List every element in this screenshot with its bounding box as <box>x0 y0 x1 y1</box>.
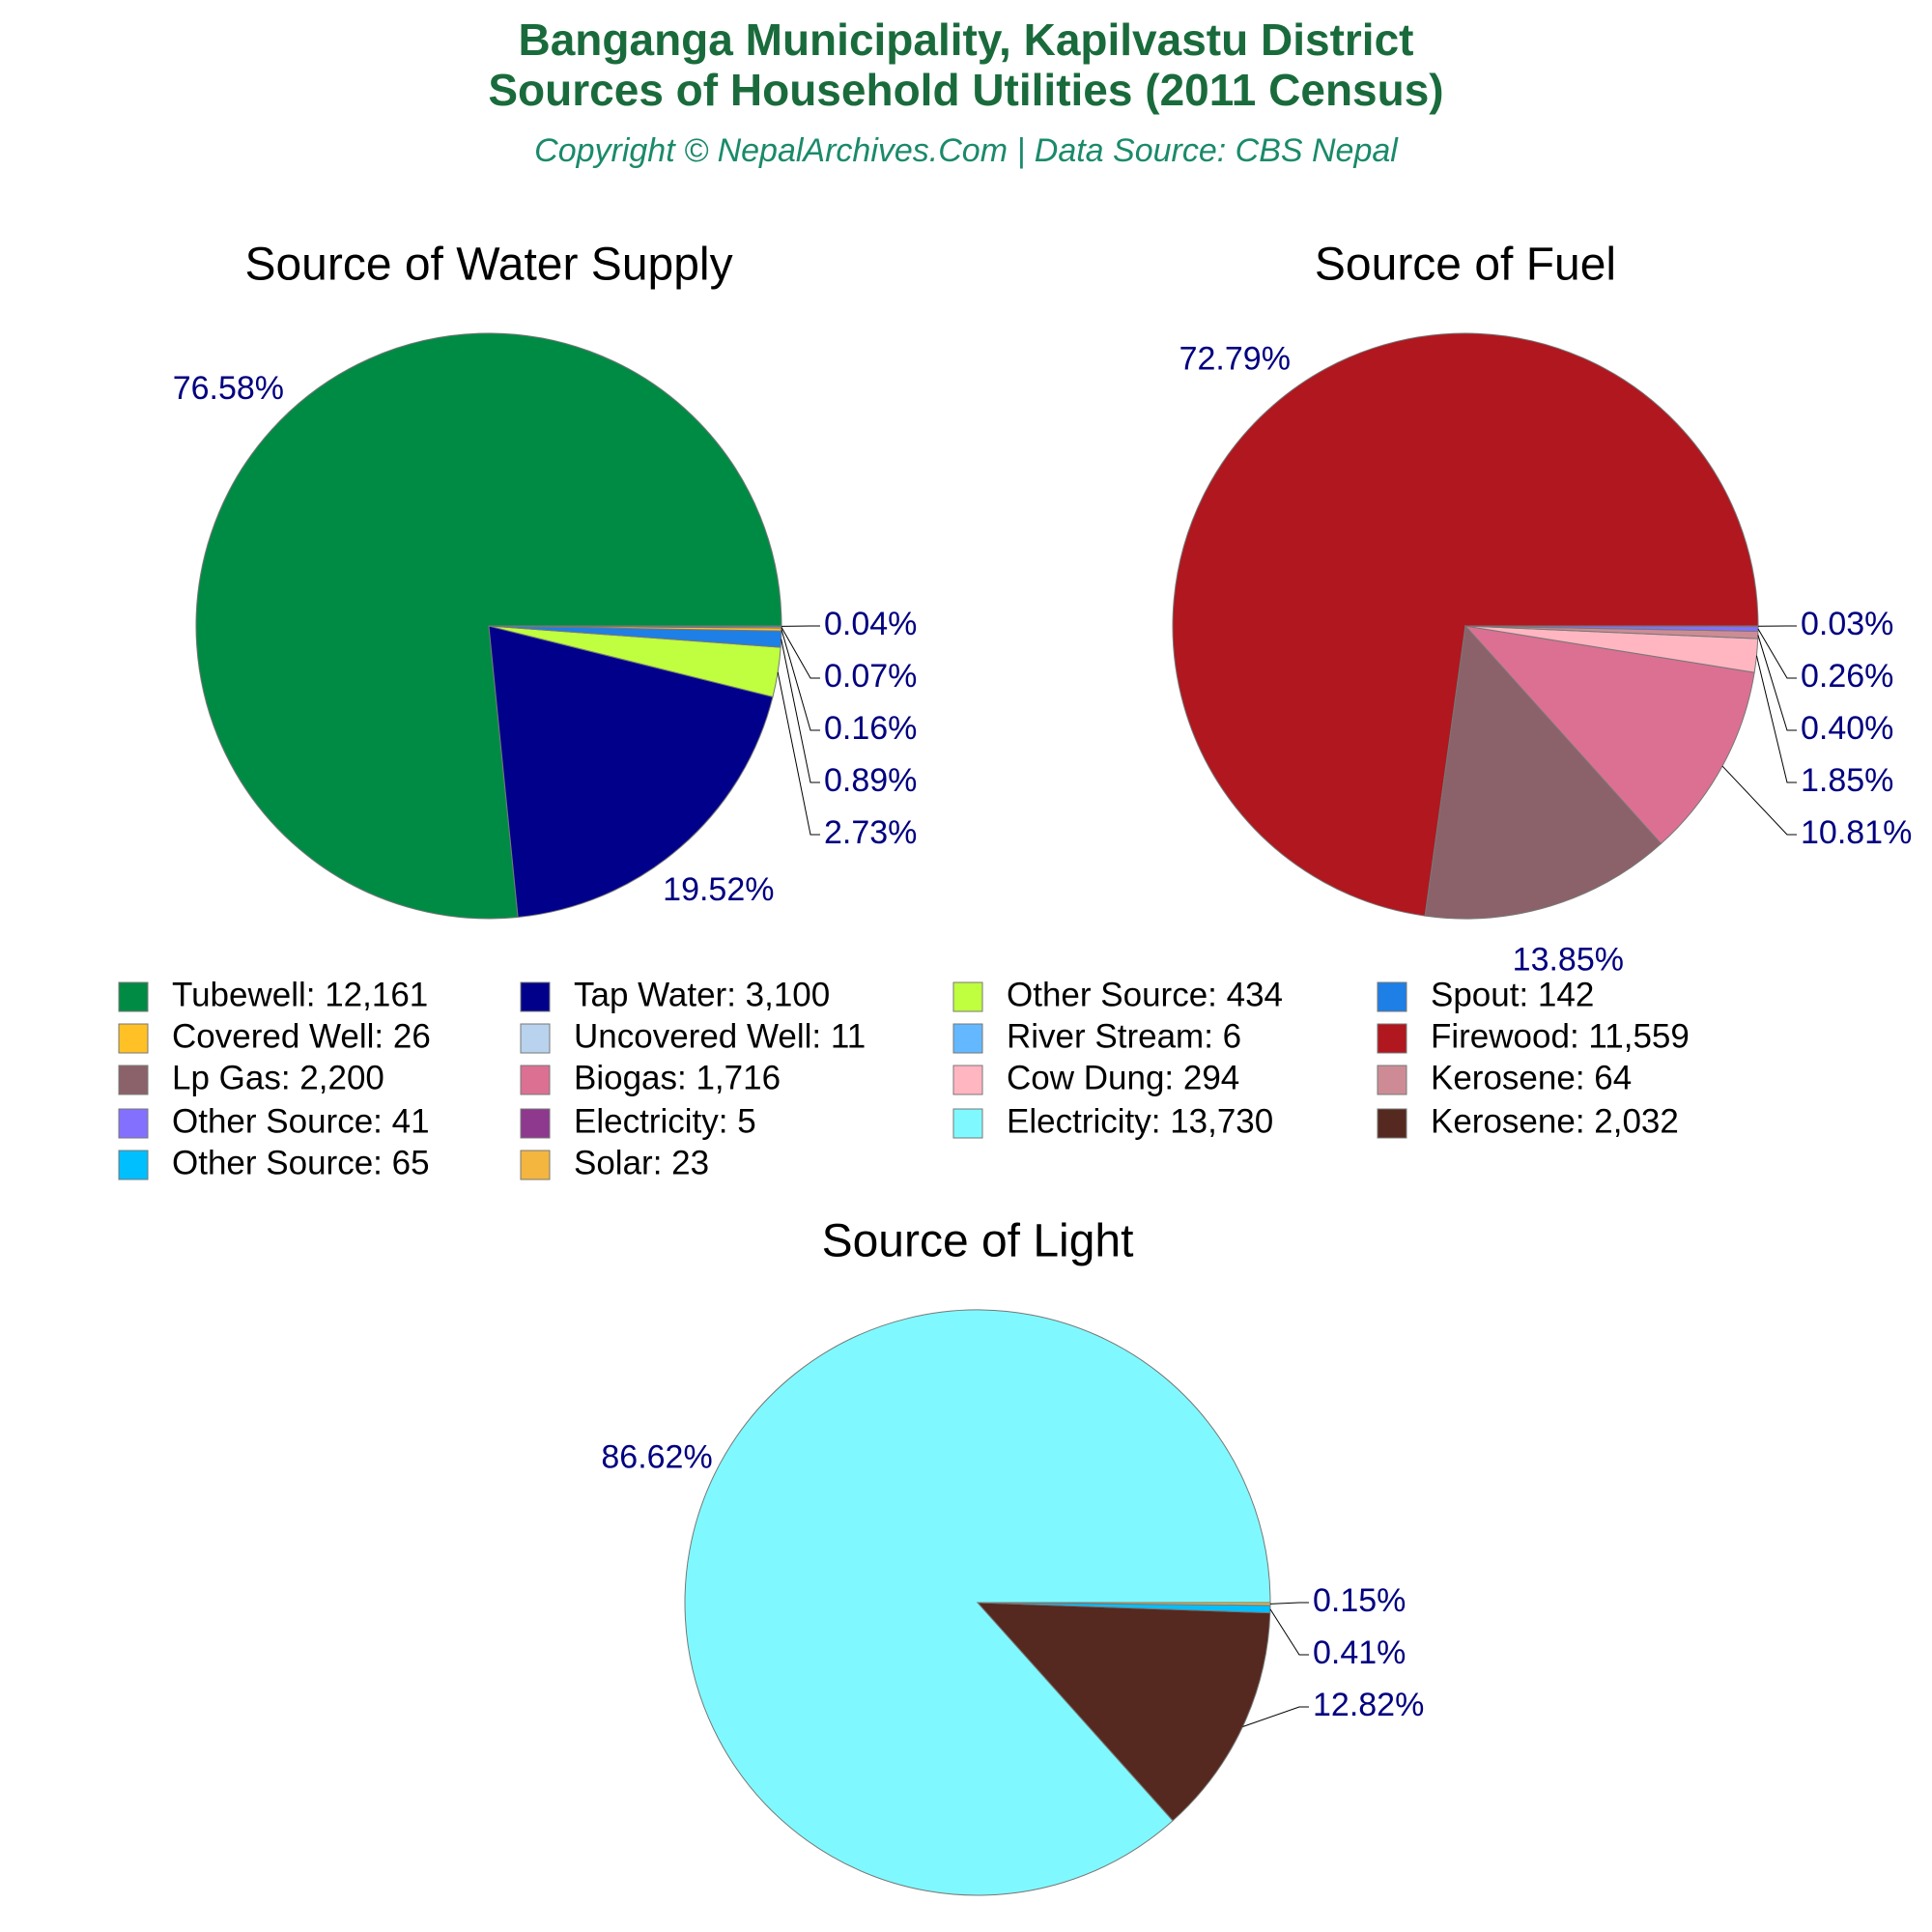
legend-label: Firewood: 11,559 <box>1431 1017 1690 1055</box>
legend-label: Solar: 23 <box>574 1144 709 1181</box>
legend-swatch <box>952 981 983 1012</box>
slice-label: 0.26% <box>1801 658 1893 695</box>
slice-label: 0.15% <box>1313 1582 1406 1619</box>
slice-label: 12.82% <box>1313 1687 1424 1723</box>
pie-slice <box>488 625 774 919</box>
legend-label: Other Source: 65 <box>172 1144 430 1181</box>
slice-label: 76.58% <box>173 370 284 407</box>
legend-swatch <box>118 1108 149 1139</box>
chart-title: Banganga Municipality, Kapilvastu Distri… <box>519 14 1414 65</box>
legend-swatch <box>118 1023 149 1054</box>
slice-label: 72.79% <box>1179 341 1291 378</box>
slice-label: 0.03% <box>1801 606 1893 642</box>
pie-title: Source of Water Supply <box>244 240 732 291</box>
pie-slice <box>1424 624 1662 920</box>
legend-label: Biogas: 1,716 <box>574 1059 781 1096</box>
legend-label: Uncovered Well: 11 <box>574 1017 866 1055</box>
legend-label: Lp Gas: 2,200 <box>172 1059 384 1096</box>
legend-swatch <box>520 1023 551 1054</box>
pie-title: Source of Fuel <box>1315 240 1616 291</box>
legend-label: Covered Well: 26 <box>172 1017 431 1055</box>
pie-title: Source of Light <box>822 1216 1134 1267</box>
legend-swatch <box>1377 981 1407 1012</box>
leader-line <box>1269 1608 1309 1656</box>
chart-subtitle: Sources of Household Utilities (2011 Cen… <box>488 65 1443 115</box>
slice-label: 19.52% <box>663 871 774 908</box>
slice-label: 0.16% <box>824 710 917 747</box>
pie-slice <box>976 1602 1271 1822</box>
legend-label: Kerosene: 2,032 <box>1431 1102 1679 1140</box>
leader-line <box>777 671 820 836</box>
slice-label: 86.62% <box>601 1439 712 1476</box>
leader-line <box>781 629 820 731</box>
slice-label: 0.07% <box>824 658 917 695</box>
leader-line <box>781 627 820 679</box>
legend-swatch <box>952 1108 983 1139</box>
legend-swatch <box>118 981 149 1012</box>
legend-swatch <box>1377 1065 1407 1095</box>
leader-line <box>1242 1706 1309 1727</box>
slice-label: 10.81% <box>1801 814 1912 851</box>
legend-swatch <box>1377 1108 1407 1139</box>
slice-label: 0.41% <box>1313 1634 1406 1671</box>
legend-label: Tubewell: 12,161 <box>172 976 428 1013</box>
slice-label: 1.85% <box>1801 762 1893 799</box>
legend-swatch <box>118 1065 149 1095</box>
legend-swatch <box>520 1150 551 1180</box>
legend-label: Cow Dung: 294 <box>1007 1059 1239 1096</box>
slice-label: 0.40% <box>1801 710 1893 747</box>
pie-slice <box>1172 332 1759 917</box>
pie-slice <box>1463 625 1755 845</box>
legend-swatch <box>1377 1023 1407 1054</box>
legend-swatch <box>952 1023 983 1054</box>
legend-label: Spout: 142 <box>1431 976 1594 1013</box>
copyright: Copyright © NepalArchives.Com | Data Sou… <box>534 132 1399 169</box>
legend-label: Electricity: 13,730 <box>1007 1102 1273 1140</box>
legend-label: Other Source: 434 <box>1007 976 1283 1013</box>
pie-slice <box>1464 625 1759 628</box>
legend-swatch <box>520 1108 551 1139</box>
leader-line <box>1757 635 1797 731</box>
legend-swatch <box>520 981 551 1012</box>
leader-line <box>1757 628 1797 679</box>
slice-label: 0.04% <box>824 606 917 642</box>
slice-label: 0.89% <box>824 762 917 799</box>
leader-line <box>1269 1602 1309 1605</box>
legend-label: Tap Water: 3,100 <box>574 976 830 1013</box>
slice-label: 13.85% <box>1513 942 1624 979</box>
legend-swatch <box>952 1065 983 1095</box>
legend-swatch <box>118 1150 149 1180</box>
leader-line <box>781 639 820 783</box>
legend-label: Other Source: 41 <box>172 1102 430 1140</box>
legend-swatch <box>520 1065 551 1095</box>
leader-line <box>1755 655 1797 783</box>
legend-label: River Stream: 6 <box>1007 1017 1241 1055</box>
legend-label: Electricity: 5 <box>574 1102 756 1140</box>
slice-label: 2.73% <box>824 814 917 851</box>
leader-line <box>1721 765 1797 836</box>
legend-label: Kerosene: 64 <box>1431 1059 1632 1096</box>
